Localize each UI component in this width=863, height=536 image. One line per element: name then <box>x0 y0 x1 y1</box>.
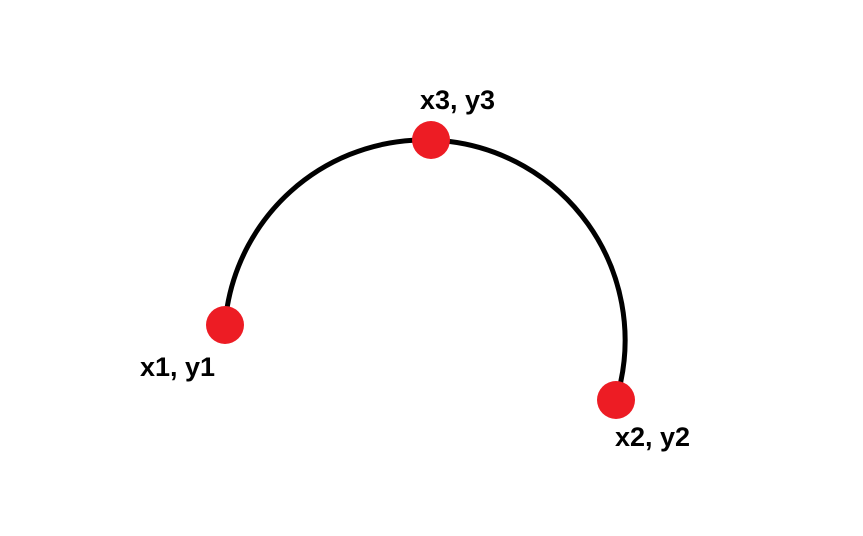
point-label-2: x2, y2 <box>615 422 690 453</box>
point-p3 <box>412 121 450 159</box>
point-label-1: x1, y1 <box>140 352 215 383</box>
arc-segment-0 <box>227 140 413 307</box>
point-label-3: x3, y3 <box>420 85 495 116</box>
point-p1 <box>206 306 244 344</box>
arc-diagram <box>0 0 863 536</box>
arc-segment-1 <box>449 141 625 382</box>
point-p2 <box>597 381 635 419</box>
